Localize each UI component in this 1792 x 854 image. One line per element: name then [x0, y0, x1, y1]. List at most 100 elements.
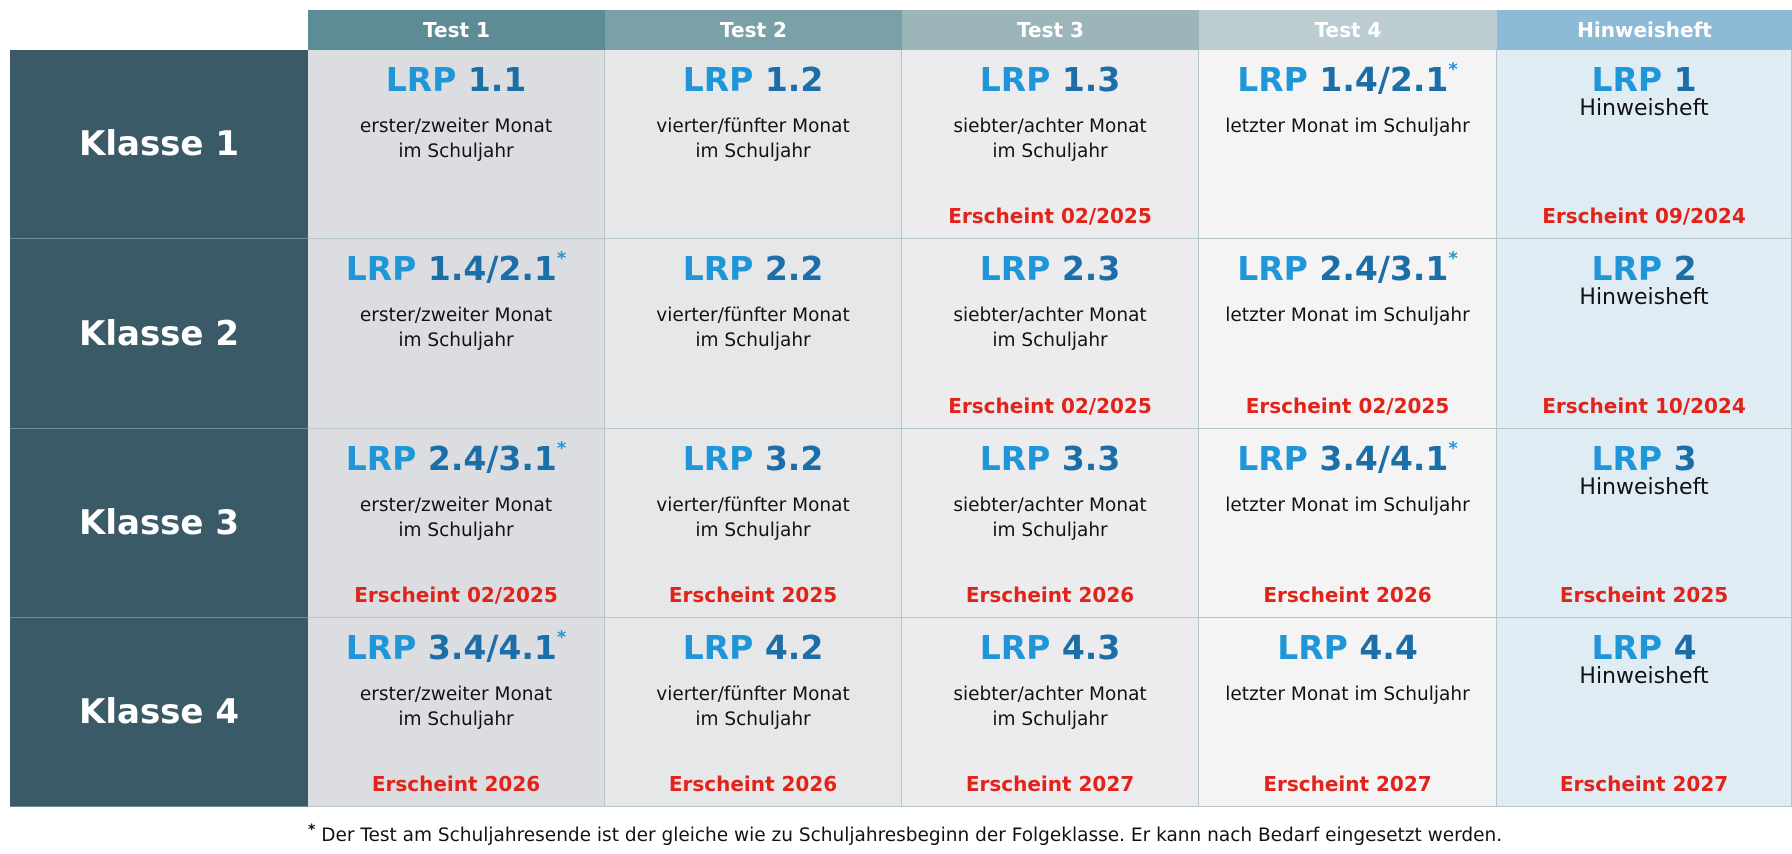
- timing-line: letzter Monat im Schuljahr: [1225, 495, 1470, 516]
- timing: erster/zweiter Monat im Schuljahr: [308, 682, 604, 732]
- table-cell: LRP 1 Hinweisheft Erscheint 09/2024: [1497, 50, 1792, 239]
- timing-line: im Schuljahr: [398, 709, 514, 730]
- table-cell: LRP 1.3 siebter/achter Monat im Schuljahr E…: [902, 50, 1199, 239]
- timing-line: siebter/achter Monat: [953, 495, 1147, 516]
- schedule-table: Test 1 Test 2 Test 3 Test 4 Hinweisheft Klass…: [10, 10, 1792, 807]
- code-number: 1.4/2.1: [1319, 60, 1449, 99]
- timing: erster/zweiter Monat im Schuljahr: [308, 303, 604, 353]
- test-code: LRP 2.4/3.1*: [1199, 248, 1496, 288]
- code-prefix: LRP: [1237, 249, 1308, 288]
- code-number: 3.2: [764, 439, 824, 478]
- code-number: 4: [1673, 628, 1697, 667]
- timing-line: siebter/achter Monat: [953, 305, 1147, 326]
- code-number: 4.3: [1061, 628, 1121, 667]
- test-code: LRP 1.4/2.1*: [308, 248, 604, 288]
- test-code: LRP 3.4/4.1*: [1199, 438, 1496, 478]
- release-date: Erscheint 2026: [965, 583, 1135, 607]
- code-number: 3.4/4.1: [427, 628, 557, 667]
- timing: vierter/fünfter Monat im Schuljahr: [605, 114, 901, 164]
- code-prefix: LRP: [979, 60, 1051, 99]
- timing-line: im Schuljahr: [398, 520, 514, 541]
- table-cell: LRP 1.4/2.1* letzter Monat im Schuljahr: [1199, 50, 1497, 239]
- code-prefix: LRP: [345, 249, 417, 288]
- footnote-text: Der Test am Schuljahresende ist der glei…: [321, 825, 1503, 847]
- test-code: LRP 1: [1497, 60, 1791, 99]
- release-date: Erscheint 2027: [965, 772, 1135, 796]
- timing-line: vierter/fünfter Monat: [656, 116, 850, 137]
- timing-line: siebter/achter Monat: [953, 116, 1147, 137]
- code-prefix: LRP: [1277, 628, 1348, 667]
- code-prefix: LRP: [1237, 60, 1308, 99]
- test-code: LRP 3.3: [902, 439, 1198, 478]
- timing: erster/zweiter Monat im Schuljahr: [308, 114, 604, 164]
- release-date: Erscheint 2026: [371, 772, 541, 796]
- release-date: Erscheint 09/2024: [1542, 204, 1746, 228]
- timing-line: im Schuljahr: [695, 330, 811, 351]
- code-note: *: [1448, 248, 1458, 269]
- code-number: 2.3: [1061, 249, 1121, 288]
- code-prefix: LRP: [1591, 439, 1663, 478]
- code-prefix: LRP: [682, 249, 754, 288]
- release-date: Erscheint 02/2025: [948, 394, 1152, 418]
- code-note: *: [556, 627, 567, 648]
- code-prefix: LRP: [979, 439, 1051, 478]
- timing-line: im Schuljahr: [695, 141, 811, 162]
- timing-line: im Schuljahr: [695, 520, 811, 541]
- column-header: Test 3: [902, 10, 1199, 50]
- timing: siebter/achter Monat im Schuljahr: [902, 493, 1198, 543]
- test-code: LRP 4: [1497, 628, 1791, 667]
- table-cell: LRP 3.2 vierter/fünfter Monat im Schuljahr…: [605, 429, 902, 618]
- timing: letzter Monat im Schuljahr: [1199, 114, 1496, 139]
- code-prefix: LRP: [682, 60, 754, 99]
- table-cell: LRP 2.3 siebter/achter Monat im Schuljahr E…: [902, 239, 1199, 429]
- code-number: 2.4/3.1: [427, 439, 557, 478]
- code-prefix: LRP: [682, 439, 754, 478]
- timing: erster/zweiter Monat im Schuljahr: [308, 493, 604, 543]
- column-header: Hinweisheft: [1497, 10, 1792, 50]
- column-header: Test 1: [308, 10, 605, 50]
- code-prefix: LRP: [1237, 439, 1308, 478]
- timing-line: vierter/fünfter Monat: [656, 305, 850, 326]
- timing-line: siebter/achter Monat: [953, 684, 1147, 705]
- row-label: Klasse 1: [10, 50, 308, 239]
- cell-subtitle: Hinweisheft: [1579, 475, 1709, 500]
- release-date: Erscheint 2027: [1559, 772, 1729, 796]
- test-code: LRP 1.2: [605, 60, 901, 99]
- footnote-mark: *: [308, 822, 316, 838]
- row-label: Klasse 4: [10, 618, 308, 807]
- code-number: 2: [1673, 249, 1697, 288]
- code-note: *: [1448, 438, 1458, 459]
- code-number: 1.3: [1061, 60, 1121, 99]
- footnote: * Der Test am Schuljahresende ist der gl…: [308, 822, 1502, 846]
- table-cell: LRP 3.3 siebter/achter Monat im Schuljahr E…: [902, 429, 1199, 618]
- table-cell: LRP 2.4/3.1* letzter Monat im Schuljahr Er…: [1199, 239, 1497, 429]
- timing: siebter/achter Monat im Schuljahr: [902, 303, 1198, 353]
- table-cell: LRP 1.2 vierter/fünfter Monat im Schuljahr: [605, 50, 902, 239]
- cell-subtitle: Hinweisheft: [1579, 664, 1709, 689]
- table-cell: LRP 3 Hinweisheft Erscheint 2025: [1497, 429, 1792, 618]
- code-prefix: LRP: [1591, 60, 1663, 99]
- release-date: Erscheint 2025: [1559, 583, 1729, 607]
- release-date: Erscheint 02/2025: [948, 204, 1152, 228]
- code-number: 3: [1673, 439, 1697, 478]
- timing-line: erster/zweiter Monat: [359, 495, 553, 516]
- release-date: Erscheint 2027: [1263, 772, 1432, 796]
- test-code: LRP 3.4/4.1*: [308, 627, 604, 667]
- timing-line: im Schuljahr: [398, 141, 514, 162]
- code-prefix: LRP: [1591, 628, 1663, 667]
- table-cell: LRP 2.2 vierter/fünfter Monat im Schuljahr: [605, 239, 902, 429]
- timing: vierter/fünfter Monat im Schuljahr: [605, 303, 901, 353]
- release-date: Erscheint 10/2024: [1542, 394, 1746, 418]
- code-number: 2.2: [764, 249, 824, 288]
- test-code: LRP 3: [1497, 439, 1791, 478]
- timing-line: im Schuljahr: [992, 141, 1108, 162]
- table-cell: LRP 1.4/2.1* erster/zweiter Monat im Schul…: [308, 239, 605, 429]
- code-prefix: LRP: [682, 628, 754, 667]
- timing-line: im Schuljahr: [398, 330, 514, 351]
- column-header: Test 2: [605, 10, 902, 50]
- release-date: Erscheint 2026: [1263, 583, 1432, 607]
- code-prefix: LRP: [979, 249, 1051, 288]
- code-number: 1: [1673, 60, 1697, 99]
- table-cell: LRP 3.4/4.1* letzter Monat im Schuljahr Er…: [1199, 429, 1497, 618]
- timing-line: erster/zweiter Monat: [359, 116, 553, 137]
